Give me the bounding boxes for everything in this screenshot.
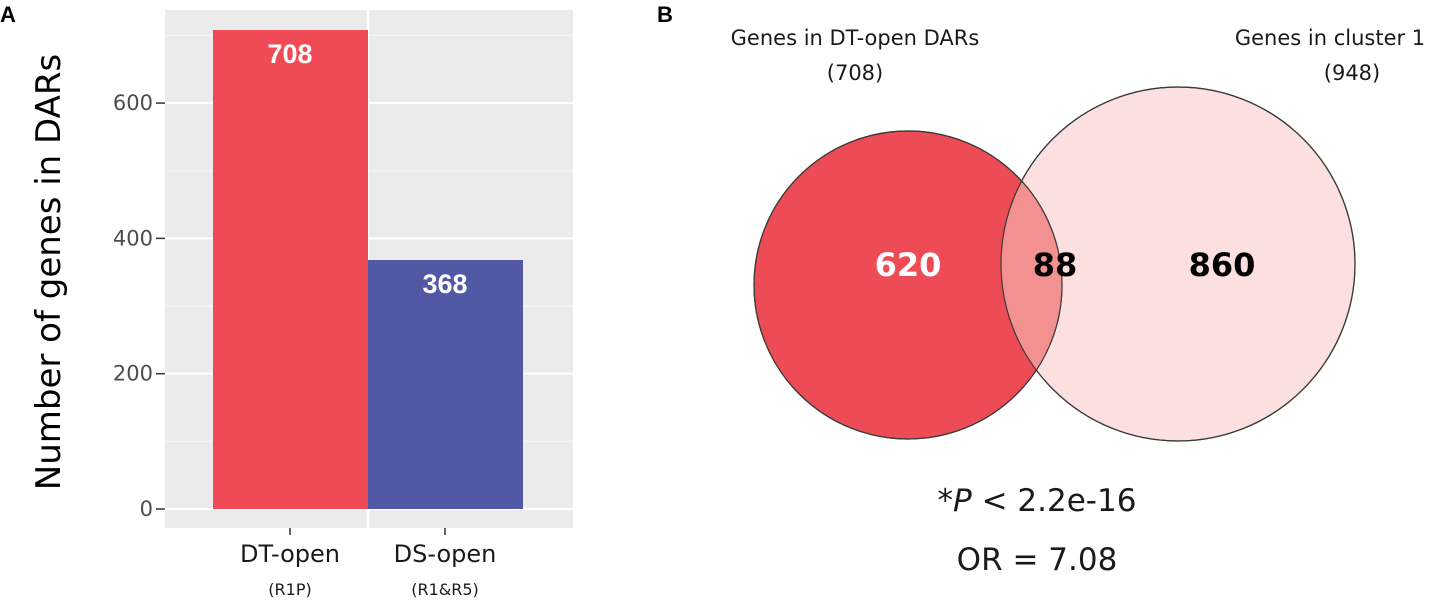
venn-right-outline	[1000, 86, 1356, 442]
venn-left-outline	[753, 130, 1063, 440]
x-category-sublabel: (R1P)	[268, 580, 311, 599]
venn-left-set-total: (708)	[827, 61, 883, 85]
bar-value-label: 708	[267, 39, 312, 69]
bar-value-labels: 708 368	[267, 39, 467, 299]
bar-ds-open	[368, 260, 523, 509]
bar-dt-open	[213, 30, 368, 509]
p-value-prefix: *	[938, 483, 954, 519]
venn-left-set-title: Genes in DT-open DARs	[731, 26, 980, 50]
x-axis-categories: DT-open (R1P) DS-open (R1&R5)	[240, 528, 496, 599]
venn-right-set-total: (948)	[1324, 61, 1380, 85]
p-value-symbol: P	[953, 483, 972, 519]
panel-b-letter: B	[657, 2, 673, 27]
p-value-text: *P < 2.2e-16	[938, 483, 1137, 519]
venn-overlap-count: 88	[1033, 246, 1078, 284]
x-category-label: DT-open	[240, 540, 340, 568]
panel-a-letter: A	[0, 2, 16, 27]
venn-right-only-count: 860	[1189, 246, 1256, 284]
y-tick-label: 600	[113, 91, 153, 115]
venn-left-only-count: 620	[875, 246, 942, 284]
y-tick-label: 400	[113, 226, 153, 250]
y-tick-label: 200	[113, 362, 153, 386]
y-tick-label: 0	[140, 497, 153, 521]
y-axis-label: Number of genes in DARs	[29, 54, 69, 490]
p-value-value: < 2.2e-16	[972, 483, 1137, 519]
odds-ratio-text: OR = 7.08	[957, 542, 1118, 578]
x-category-label: DS-open	[394, 540, 497, 568]
y-axis-ticks: 0 200 400 600	[113, 91, 165, 521]
x-category-sublabel: (R1&R5)	[411, 580, 479, 599]
bar-value-label: 368	[422, 269, 467, 299]
bars	[213, 30, 523, 509]
venn-right-set-title: Genes in cluster 1	[1235, 26, 1425, 50]
